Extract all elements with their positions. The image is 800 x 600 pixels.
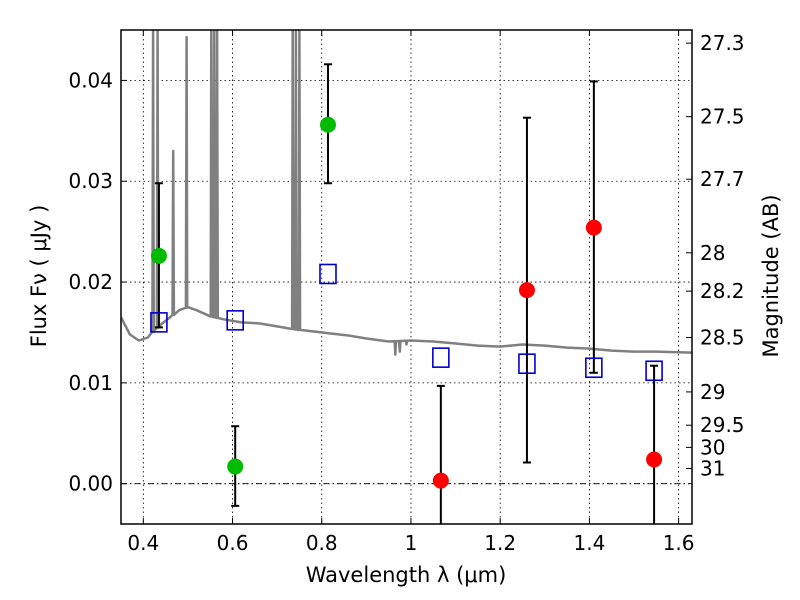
nondetection-point (432, 472, 449, 489)
y2-tick-label: 27.5 (700, 105, 745, 129)
x-tick-label: 1.6 (663, 531, 695, 555)
model-flux-square (226, 310, 244, 331)
axis-ticks: 0.4 0.6 0.8 1 1.2 1.4 1.6 0.00 0.01 0.02 0.03 0.04 2… (68, 30, 745, 555)
detection-point (319, 116, 336, 133)
nondetection-point (646, 451, 663, 468)
x-axis-label: Wavelength λ (μm) (306, 563, 507, 587)
nondetection-point (585, 219, 602, 236)
y2-tick-label: 27.7 (700, 167, 745, 191)
model-flux-square (150, 312, 168, 333)
x-tick-label: 1.4 (573, 531, 605, 555)
detection-point (227, 458, 244, 475)
y2-tick-label: 27.3 (700, 31, 745, 55)
x-tick-label: 1.2 (484, 531, 516, 555)
plot-frame (120, 29, 693, 525)
model-flux-square (585, 357, 603, 379)
detection-point (150, 247, 167, 264)
y2-tick-label: 28.2 (700, 279, 745, 303)
y-axis-label: Flux Fν ( μJy ) (27, 205, 51, 348)
y2-tick-label: 30 (700, 435, 725, 459)
nondetection-point (518, 282, 535, 299)
x-tick-label: 0.4 (127, 531, 159, 555)
y2-tick-label: 29.5 (700, 413, 745, 437)
x-tick-label: 1 (405, 531, 418, 555)
model-flux-square (319, 263, 337, 285)
model-flux-square (518, 353, 536, 375)
model-flux-square (432, 347, 450, 368)
x-tick-label: 0.6 (217, 531, 249, 555)
y-tick-label: 0.00 (68, 472, 113, 496)
y2-tick-label: 29 (700, 380, 725, 404)
y2-tick-label: 28.5 (700, 325, 745, 349)
grid-lines (121, 30, 692, 524)
x-tick-label: 0.8 (306, 531, 338, 555)
y-tick-label: 0.01 (68, 371, 113, 395)
y-tick-label: 0.04 (68, 68, 113, 92)
y-tick-label: 0.02 (68, 270, 113, 294)
sed-model-curve (121, 30, 692, 356)
y-tick-label: 0.03 (68, 169, 113, 193)
y2-axis-label: Magnitude (AB) (759, 194, 783, 357)
y2-tick-label: 31 (700, 457, 725, 481)
model-flux-square (645, 360, 663, 382)
y2-tick-label: 28 (700, 241, 725, 265)
data-layer (121, 30, 692, 524)
